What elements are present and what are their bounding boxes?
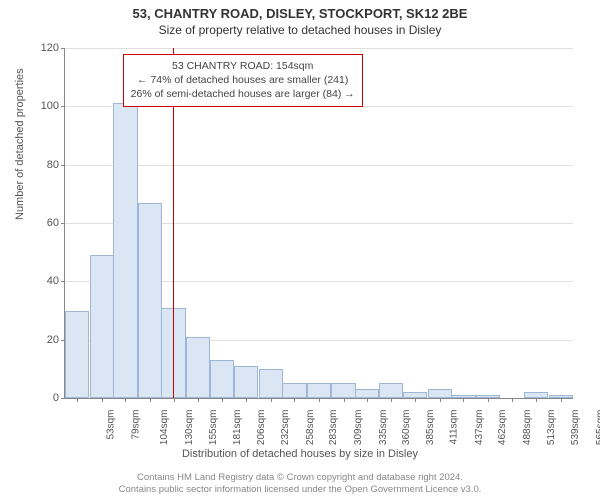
- y-tick-mark: [61, 106, 65, 107]
- x-tick-label: 130sqm: [184, 410, 195, 446]
- x-tick-label: 206sqm: [256, 410, 267, 446]
- x-tick-label: 565sqm: [595, 410, 600, 446]
- x-tick-mark: [536, 398, 537, 402]
- x-tick-label: 283sqm: [329, 410, 340, 446]
- y-tick-label: 100: [33, 100, 59, 112]
- y-tick-mark: [61, 398, 65, 399]
- x-tick-mark: [440, 398, 441, 402]
- bar: [234, 366, 258, 398]
- y-tick-mark: [61, 165, 65, 166]
- annotation-line-1: 53 CHANTRY ROAD: 154sqm: [131, 59, 355, 73]
- y-tick-mark: [61, 48, 65, 49]
- footer-line-1: Contains HM Land Registry data © Crown c…: [0, 472, 600, 484]
- chart-container: 53, CHANTRY ROAD, DISLEY, STOCKPORT, SK1…: [0, 0, 600, 500]
- bar: [379, 383, 403, 398]
- x-tick-mark: [77, 398, 78, 402]
- bar: [90, 255, 114, 398]
- x-tick-label: 258sqm: [305, 410, 316, 446]
- y-tick-label: 60: [33, 217, 59, 229]
- bar: [65, 311, 89, 399]
- x-axis-label: Distribution of detached houses by size …: [0, 448, 600, 460]
- annotation-line-2: ← 74% of detached houses are smaller (24…: [131, 73, 355, 87]
- bar: [355, 389, 379, 398]
- x-tick-mark: [561, 398, 562, 402]
- x-tick-label: 104sqm: [160, 410, 171, 446]
- y-tick-mark: [61, 340, 65, 341]
- y-tick-label: 20: [33, 334, 59, 346]
- bar: [428, 389, 452, 398]
- bar: [307, 383, 331, 398]
- x-tick-label: 232sqm: [280, 410, 291, 446]
- x-tick-label: 488sqm: [522, 410, 533, 446]
- annotation-line-3: 26% of semi-detached houses are larger (…: [131, 87, 355, 101]
- x-tick-mark: [415, 398, 416, 402]
- x-tick-mark: [391, 398, 392, 402]
- footer-text: Contains HM Land Registry data © Crown c…: [0, 472, 600, 496]
- x-tick-label: 335sqm: [378, 410, 389, 446]
- x-tick-label: 385sqm: [425, 410, 436, 446]
- x-tick-label: 462sqm: [498, 410, 509, 446]
- x-tick-mark: [222, 398, 223, 402]
- x-tick-mark: [102, 398, 103, 402]
- y-tick-label: 120: [33, 42, 59, 54]
- bar: [210, 360, 234, 398]
- x-tick-label: 79sqm: [130, 410, 141, 440]
- x-tick-mark: [174, 398, 175, 402]
- plot-area: 53 CHANTRY ROAD: 154sqm ← 74% of detache…: [64, 48, 573, 399]
- y-tick-label: 40: [33, 275, 59, 287]
- x-tick-label: 411sqm: [449, 410, 460, 445]
- x-tick-mark: [488, 398, 489, 402]
- bar: [282, 383, 306, 398]
- x-tick-mark: [271, 398, 272, 402]
- x-tick-label: 155sqm: [208, 410, 219, 446]
- x-tick-mark: [150, 398, 151, 402]
- x-tick-mark: [319, 398, 320, 402]
- x-tick-mark: [198, 398, 199, 402]
- bar: [113, 103, 137, 398]
- y-tick-mark: [61, 281, 65, 282]
- y-tick-label: 0: [33, 392, 59, 404]
- x-tick-mark: [294, 398, 295, 402]
- bar: [259, 369, 283, 398]
- chart-subtitle: Size of property relative to detached ho…: [0, 21, 600, 37]
- bar: [138, 203, 162, 398]
- chart-title: 53, CHANTRY ROAD, DISLEY, STOCKPORT, SK1…: [0, 0, 600, 21]
- annotation-box: 53 CHANTRY ROAD: 154sqm ← 74% of detache…: [123, 54, 363, 107]
- x-tick-mark: [125, 398, 126, 402]
- x-tick-label: 513sqm: [546, 410, 557, 446]
- x-tick-mark: [512, 398, 513, 402]
- bar: [186, 337, 210, 398]
- y-axis-label: Number of detached properties: [14, 68, 26, 220]
- x-tick-label: 539sqm: [570, 410, 581, 446]
- x-tick-label: 437sqm: [474, 410, 485, 446]
- x-tick-mark: [463, 398, 464, 402]
- x-tick-label: 181sqm: [232, 410, 243, 446]
- footer-line-2: Contains public sector information licen…: [0, 484, 600, 496]
- x-tick-mark: [344, 398, 345, 402]
- x-tick-label: 309sqm: [353, 410, 364, 446]
- x-tick-label: 360sqm: [401, 410, 412, 446]
- bar: [331, 383, 355, 398]
- x-tick-mark: [246, 398, 247, 402]
- y-tick-mark: [61, 223, 65, 224]
- x-tick-mark: [367, 398, 368, 402]
- y-tick-label: 80: [33, 159, 59, 171]
- x-tick-label: 53sqm: [106, 410, 117, 440]
